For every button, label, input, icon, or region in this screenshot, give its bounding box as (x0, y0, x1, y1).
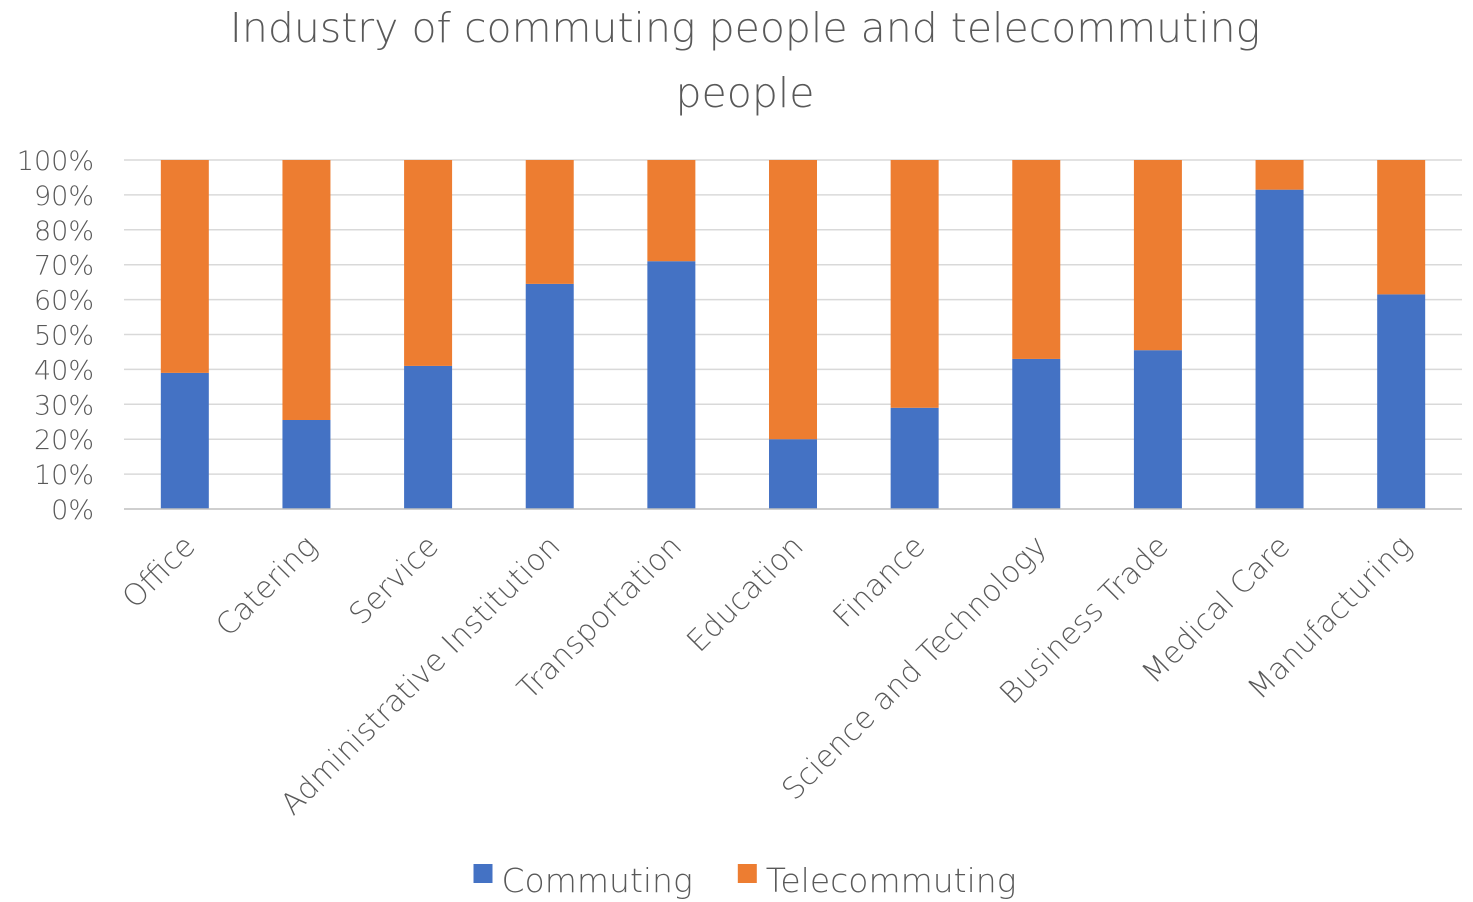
bar-commuting-medical-care (1255, 189, 1304, 509)
bar-commuting-business-trade (1133, 350, 1182, 509)
y-tick-label: 100% (17, 146, 94, 177)
legend-label-telecommuting: Telecommuting (766, 861, 1017, 900)
bar-telecommuting-finance (890, 160, 939, 408)
bar-commuting-science-and-technology (1012, 358, 1061, 509)
legend: Commuting Telecommuting (473, 861, 1017, 900)
bar-commuting-manufacturing (1377, 294, 1426, 509)
legend-label-commuting: Commuting (502, 861, 693, 900)
bar-telecommuting-business-trade (1133, 160, 1182, 351)
bar-telecommuting-education (769, 160, 817, 440)
bar-telecommuting-medical-care (1255, 160, 1304, 190)
legend-swatch-telecommuting (737, 864, 757, 883)
chart-title-line-2: people (676, 69, 815, 117)
y-tick-label: 0% (51, 495, 94, 526)
bar-telecommuting-service (404, 160, 453, 366)
bar-commuting-education (769, 439, 817, 509)
x-tick-label-catering: Catering (209, 529, 324, 644)
y-tick-label: 40% (34, 355, 94, 386)
legend-swatch-commuting (473, 864, 493, 883)
x-tick-label-education: Education (680, 529, 810, 659)
y-tick-label: 30% (34, 390, 94, 421)
bar-commuting-transportation (647, 261, 696, 509)
x-tick-label-finance: Finance (826, 529, 932, 635)
y-axis-tick-labels: 0% 10% 20% 30% 40%50% 60% 70% 80% 90% 100% (17, 146, 94, 526)
y-tick-label: 60% (34, 286, 94, 317)
bar-telecommuting-transportation (647, 160, 696, 262)
y-tick-label: 90% (34, 181, 94, 212)
y-tick-label: 80% (34, 216, 94, 247)
chart-title: Industry of commuting people and telecom… (230, 4, 1260, 117)
y-tick-label: 70% (34, 251, 94, 282)
bar-telecommuting-administrative-institution (525, 160, 574, 284)
bar-telecommuting-catering (282, 160, 331, 420)
bar-telecommuting-office (160, 160, 209, 373)
y-tick-label: 10% (34, 460, 94, 491)
bar-commuting-finance (890, 407, 939, 509)
y-tick-label: 50% (34, 321, 94, 352)
bar-commuting-office (160, 372, 209, 509)
bar-commuting-administrative-institution (525, 283, 574, 509)
chart-title-line-1: Industry of commuting people and telecom… (230, 4, 1260, 52)
bar-telecommuting-manufacturing (1377, 160, 1426, 295)
bar-commuting-catering (282, 420, 331, 509)
bar-telecommuting-science-and-technology (1012, 160, 1061, 359)
bars (160, 160, 1426, 509)
y-tick-label: 20% (34, 425, 94, 456)
x-tick-label-service: Service (343, 529, 446, 632)
bar-commuting-service (404, 365, 453, 509)
x-tick-label-office: Office (116, 529, 203, 616)
